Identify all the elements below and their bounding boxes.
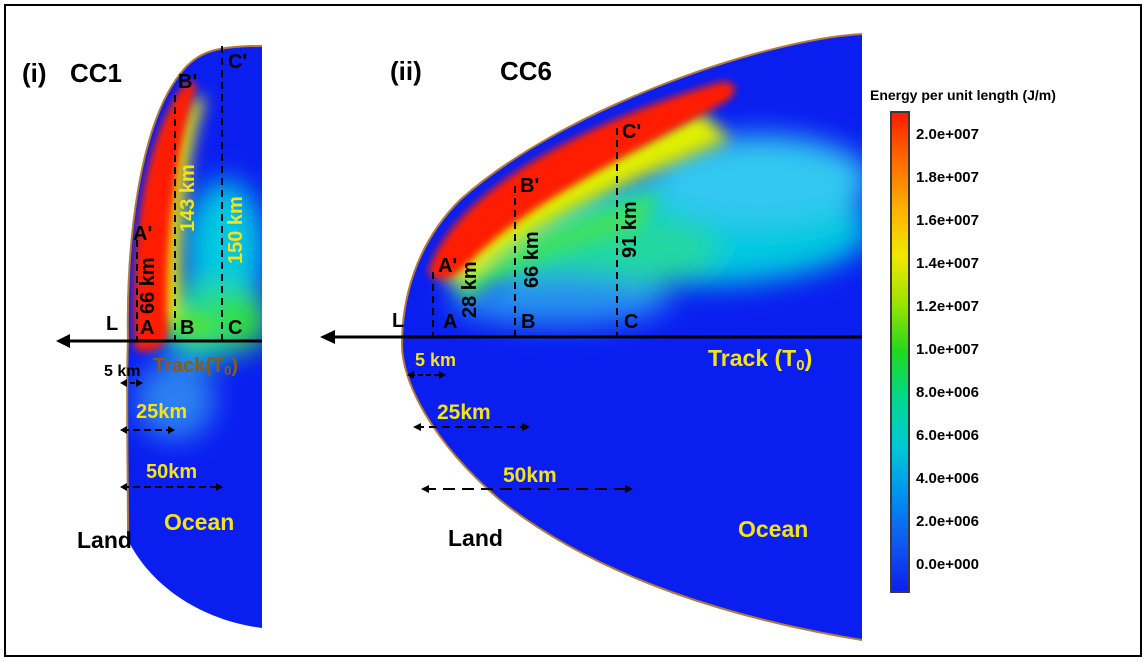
ocean-label-i: Ocean bbox=[164, 509, 234, 535]
coastline-ii bbox=[400, 33, 863, 641]
section-c-label-i: C bbox=[228, 317, 242, 339]
land-label-i: Land bbox=[77, 527, 132, 553]
distance-25km-i: 25km bbox=[136, 401, 187, 423]
track-label-i: Track(T0) bbox=[153, 355, 238, 378]
distance-arrow-5km-ii bbox=[407, 371, 446, 379]
colorbar-tick-3: 1.4e+007 bbox=[916, 255, 979, 272]
landfall-label-i: L bbox=[106, 313, 118, 335]
colorbar-tick-10: 0.0e+000 bbox=[916, 556, 979, 573]
colorbar-tick-5: 1.0e+007 bbox=[916, 341, 979, 358]
distance-5km-i: 5 km bbox=[104, 363, 140, 380]
section-c-length-ii: 91 km bbox=[619, 201, 641, 258]
colorbar-tick-9: 2.0e+006 bbox=[916, 513, 979, 530]
section-b-length-ii: 66 km bbox=[521, 231, 543, 288]
distance-50km-i: 50km bbox=[146, 461, 197, 483]
colorbar-tick-1: 1.8e+007 bbox=[916, 169, 979, 186]
panel-i-number: (i) bbox=[22, 58, 47, 88]
annotations-i: (i) CC1 A' B' C' 66 km 143 km 150 km L A… bbox=[22, 46, 262, 553]
colorbar: Energy per unit length (J/m) 2.0e+007 1.… bbox=[870, 87, 1056, 593]
section-b-prime-ii: B' bbox=[520, 175, 539, 197]
section-a-prime-i: A' bbox=[133, 223, 152, 245]
panel-ii-title: CC6 bbox=[500, 56, 552, 86]
section-b-label-ii: B bbox=[521, 311, 535, 333]
section-a-prime-ii: A' bbox=[438, 255, 457, 277]
distance-arrow-5km-i bbox=[120, 379, 143, 387]
frame bbox=[4, 4, 1142, 657]
land-label-ii: Land bbox=[448, 525, 503, 551]
section-c-label-ii: C bbox=[624, 311, 638, 333]
distance-5km-ii: 5 km bbox=[415, 350, 456, 370]
section-c-prime-ii: C' bbox=[622, 121, 641, 143]
colorbar-tick-0: 2.0e+007 bbox=[916, 126, 979, 143]
landfall-label-ii: L bbox=[392, 310, 404, 332]
distance-arrow-25km-i bbox=[120, 426, 175, 434]
ocean-label-ii: Ocean bbox=[738, 516, 808, 542]
section-a-label-i: A bbox=[140, 317, 154, 339]
section-a-length-i: 66 km bbox=[137, 257, 159, 314]
track-label-ii: Track (T0) bbox=[708, 345, 812, 374]
section-c-prime-i: C' bbox=[228, 51, 247, 73]
section-b-label-i: B bbox=[180, 317, 194, 339]
colorbar-tick-2: 1.6e+007 bbox=[916, 212, 979, 229]
distance-arrow-50km-ii bbox=[421, 485, 633, 493]
colorbar-tick-7: 6.0e+006 bbox=[916, 427, 979, 444]
colorbar-tick-4: 1.2e+007 bbox=[916, 298, 979, 315]
section-a-length-ii: 28 km bbox=[459, 261, 481, 318]
panel-ii-number: (ii) bbox=[390, 56, 422, 86]
energy-field-i bbox=[127, 46, 262, 640]
section-c-length-i: 150 km bbox=[225, 196, 247, 264]
distance-25km-ii: 25km bbox=[437, 401, 491, 424]
colorbar-gradient bbox=[890, 111, 910, 593]
track-arrowhead-i bbox=[56, 334, 70, 348]
panel-i bbox=[126, 45, 263, 640]
colorbar-title: Energy per unit length (J/m) bbox=[870, 87, 1056, 103]
coastline-i bbox=[126, 45, 263, 541]
distance-arrow-50km-i bbox=[120, 483, 223, 491]
track-arrowhead-ii bbox=[320, 330, 335, 344]
section-b-length-i: 143 km bbox=[177, 164, 199, 232]
annotations-ii: (ii) CC6 A' B' C' 28 km 66 km 91 km L A … bbox=[320, 56, 862, 551]
section-a-label-ii: A bbox=[443, 311, 457, 333]
distance-arrow-25km-ii bbox=[413, 423, 530, 431]
section-b-prime-i: B' bbox=[178, 71, 197, 93]
colorbar-tick-8: 4.0e+006 bbox=[916, 470, 979, 487]
colorbar-tick-6: 8.0e+006 bbox=[916, 384, 979, 401]
panel-i-title: CC1 bbox=[70, 58, 122, 88]
distance-50km-ii: 50km bbox=[503, 464, 557, 487]
